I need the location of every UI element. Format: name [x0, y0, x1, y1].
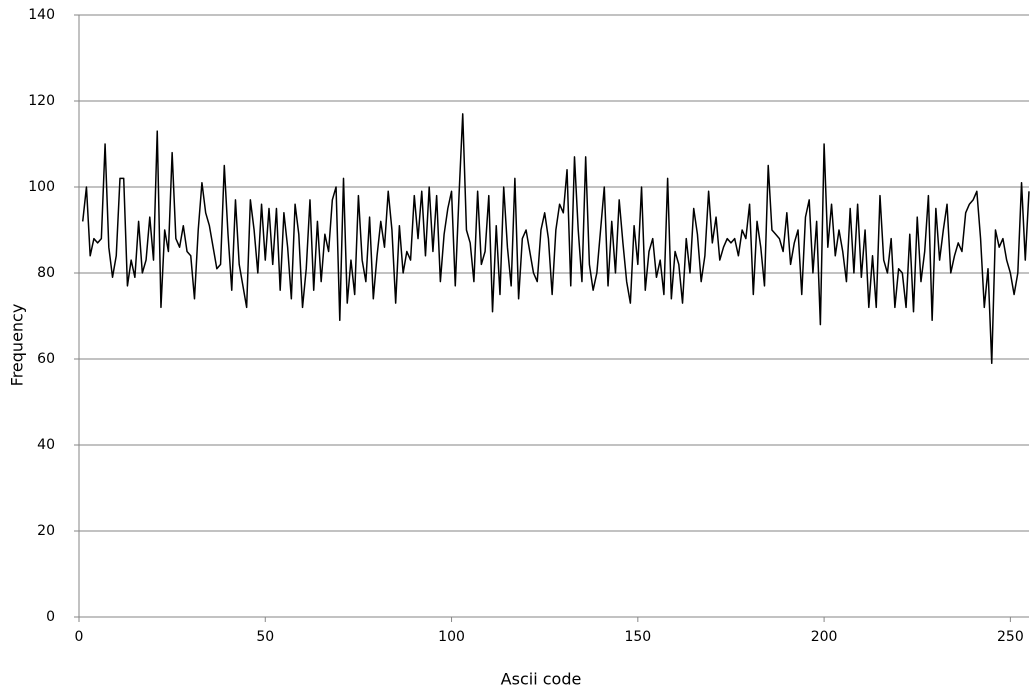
y-tick-label: 0	[46, 609, 55, 625]
x-tick-label: 200	[811, 629, 838, 645]
y-tick-label: 40	[37, 437, 55, 453]
y-tick-label: 80	[37, 265, 55, 281]
y-tick-label: 60	[37, 351, 55, 367]
y-axis-title: Frequency	[8, 304, 27, 387]
data-line	[81, 113, 1030, 365]
x-tick-label: 150	[624, 629, 651, 645]
y-tick-label: 20	[37, 523, 55, 539]
x-axis-title: Ascii code	[501, 670, 582, 689]
x-tick-label: 250	[997, 629, 1024, 645]
x-tick-label: 100	[438, 629, 465, 645]
y-tick-label: 120	[28, 93, 55, 109]
x-tick-label: 50	[256, 629, 274, 645]
y-tick-label: 140	[28, 7, 55, 23]
x-tick-label: 0	[75, 629, 84, 645]
y-tick-label: 100	[28, 179, 55, 195]
